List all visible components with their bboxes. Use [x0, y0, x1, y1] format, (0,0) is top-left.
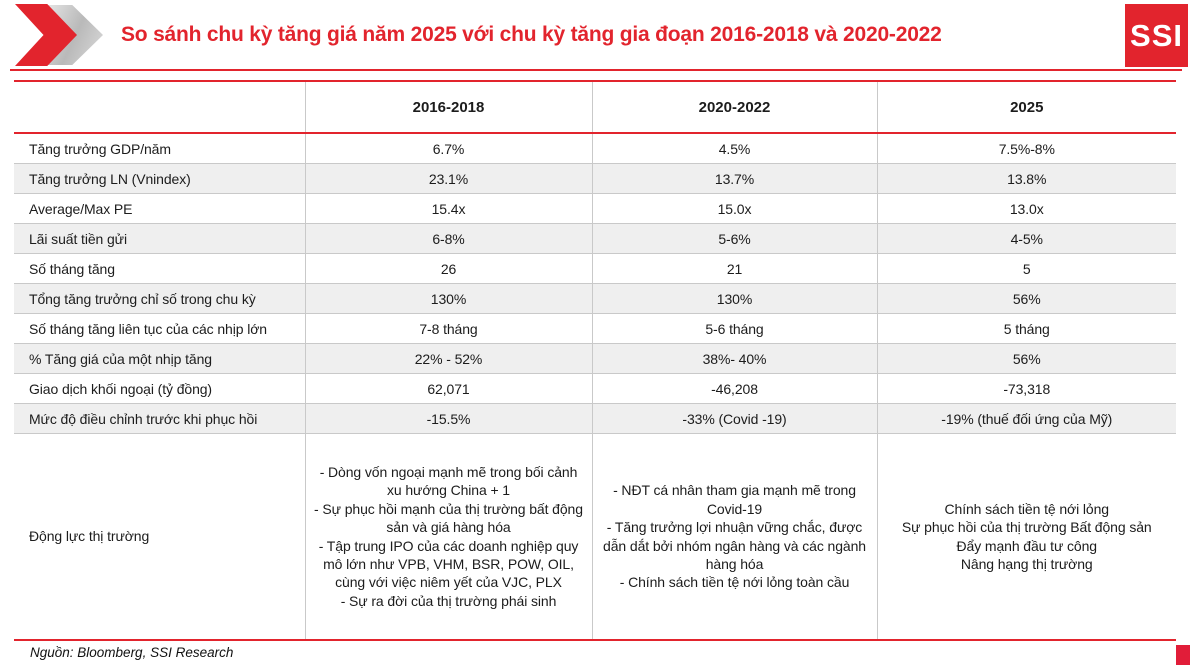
row-label: Tăng trưởng GDP/năm: [14, 132, 305, 164]
cell-value: -73,318: [876, 373, 1176, 404]
table-row: Tăng trưởng LN (Vnindex) 23.1% 13.7% 13.8%: [14, 163, 1176, 194]
cell-value: 62,071: [304, 373, 592, 404]
drivers-line: Sự phục hồi của thị trường Bất động sản: [901, 519, 1152, 536]
table-row: Tổng tăng trưởng chỉ số trong chu kỳ 130%…: [14, 283, 1176, 314]
chevron-arrow-icon: [15, 4, 103, 66]
drivers-line: - NĐT cá nhân tham gia mạnh mẽ trong Cov…: [613, 482, 856, 517]
table-header-row: 2016-2018 2020-2022 2025: [14, 81, 1176, 134]
table-row: Giao dịch khối ngoại (tỷ đồng) 62,071 -46,…: [14, 373, 1176, 404]
cell-value: 7.5%-8%: [876, 132, 1176, 164]
cell-value: 23.1%: [304, 163, 592, 194]
cell-value: -46,208: [591, 373, 877, 404]
drivers-cell: - NĐT cá nhân tham gia mạnh mẽ trong Cov…: [591, 433, 877, 640]
drivers-line: Nâng hạng thị trường: [960, 555, 1093, 572]
cell-value: 22% - 52%: [304, 343, 592, 374]
comparison-table: 2016-2018 2020-2022 2025 Tăng trưởng GDP/n…: [14, 80, 1176, 641]
cell-value: 5-6%: [591, 223, 877, 254]
column-header-1: 2016-2018: [304, 81, 592, 134]
row-label: Lãi suất tiền gửi: [14, 223, 305, 254]
drivers-line: - Sự phục hồi mạnh của thị trường bất độ…: [314, 500, 583, 536]
cell-value: 15.0x: [591, 193, 877, 224]
row-label: Số tháng tăng: [14, 253, 305, 284]
table-row: Tăng trưởng GDP/năm 6.7% 4.5% 7.5%-8%: [14, 132, 1176, 164]
cell-value: 56%: [876, 283, 1176, 314]
cell-value: 6.7%: [304, 132, 592, 164]
header-divider: [10, 69, 1182, 71]
ssi-logo-text: SSI: [1130, 17, 1183, 53]
cell-value: 6-8%: [304, 223, 592, 254]
table-header: 2016-2018 2020-2022 2025: [14, 81, 1176, 134]
column-header-3: 2025: [876, 81, 1176, 134]
drivers-line: - Tăng trưởng lợi nhuận vững chắc, được …: [603, 519, 866, 572]
cell-value: 7-8 tháng: [304, 313, 592, 344]
cell-value: 13.0x: [876, 193, 1176, 224]
row-label: Số tháng tăng liên tục của các nhịp lớn: [14, 313, 305, 344]
cell-value: 13.8%: [876, 163, 1176, 194]
cell-value: 4-5%: [876, 223, 1176, 254]
row-label: Mức độ điều chỉnh trước khi phục hồi: [14, 403, 305, 434]
cell-value: 5: [876, 253, 1176, 284]
row-label: Động lực thị trường: [14, 433, 305, 640]
column-header-2: 2020-2022: [591, 81, 877, 134]
table-row: Lãi suất tiền gửi 6-8% 5-6% 4-5%: [14, 223, 1176, 254]
page-title: So sánh chu kỳ tăng giá năm 2025 với chu…: [121, 23, 942, 46]
cell-value: 130%: [304, 283, 592, 314]
table-row-drivers: Động lực thị trường - Dòng vốn ngoại mạnh…: [14, 433, 1176, 640]
source-note: Nguồn: Bloomberg, SSI Research: [30, 645, 234, 660]
cell-value: -15.5%: [304, 403, 592, 434]
cell-value: 13.7%: [591, 163, 877, 194]
cell-value: 38%- 40%: [591, 343, 877, 374]
drivers-cell: Chính sách tiền tệ nới lỏng Sự phục hồi c…: [876, 433, 1176, 640]
drivers-line: - Tập trung IPO của các doanh nghiệp quy…: [318, 537, 579, 591]
row-label: Tăng trưởng LN (Vnindex): [14, 163, 305, 194]
cell-value: 130%: [591, 283, 877, 314]
cell-value: 5-6 tháng: [591, 313, 877, 344]
drivers-line: - Sự ra đời của thị trường phái sinh: [340, 592, 557, 609]
table-row: Số tháng tăng 26 21 5: [14, 253, 1176, 284]
table-row: Average/Max PE 15.4x 15.0x 13.0x: [14, 193, 1176, 224]
cell-value: -33% (Covid -19): [591, 403, 877, 434]
cell-value: 56%: [876, 343, 1176, 374]
drivers-line: - Chính sách tiền tệ nới lỏng toàn cầu: [619, 574, 850, 591]
row-label: Average/Max PE: [14, 193, 305, 224]
table-row: Mức độ điều chỉnh trước khi phục hồi -15.…: [14, 403, 1176, 434]
table-body: Tăng trưởng GDP/năm 6.7% 4.5% 7.5%-8% Tăng t…: [14, 132, 1176, 640]
ssi-logo: SSI: [1125, 4, 1188, 67]
row-label: Giao dịch khối ngoại (tỷ đồng): [14, 373, 305, 404]
cell-value: -19% (thuế đối ứng của Mỹ): [876, 403, 1176, 434]
drivers-line: Chính sách tiền tệ nới lỏng: [944, 500, 1110, 517]
header: So sánh chu kỳ tăng giá năm 2025 với chu…: [0, 0, 1190, 70]
column-header-0: [14, 81, 305, 134]
table-row: Số tháng tăng liên tục của các nhịp lớn 7…: [14, 313, 1176, 344]
cell-value: 26: [304, 253, 592, 284]
drivers-line: - Dòng vốn ngoại mạnh mẽ trong bối cảnh …: [319, 463, 578, 499]
cell-value: 15.4x: [304, 193, 592, 224]
cell-value: 21: [591, 253, 877, 284]
cell-value: 4.5%: [591, 132, 877, 164]
corner-accent: [1176, 645, 1190, 665]
cell-value: 5 tháng: [876, 313, 1176, 344]
table-row: % Tăng giá của một nhịp tăng 22% - 52% 38%…: [14, 343, 1176, 374]
drivers-cell: - Dòng vốn ngoại mạnh mẽ trong bối cảnh …: [304, 433, 592, 640]
row-label: Tổng tăng trưởng chỉ số trong chu kỳ: [14, 283, 305, 314]
drivers-line: Đẩy mạnh đầu tư công: [956, 537, 1098, 554]
row-label: % Tăng giá của một nhịp tăng: [14, 343, 305, 374]
